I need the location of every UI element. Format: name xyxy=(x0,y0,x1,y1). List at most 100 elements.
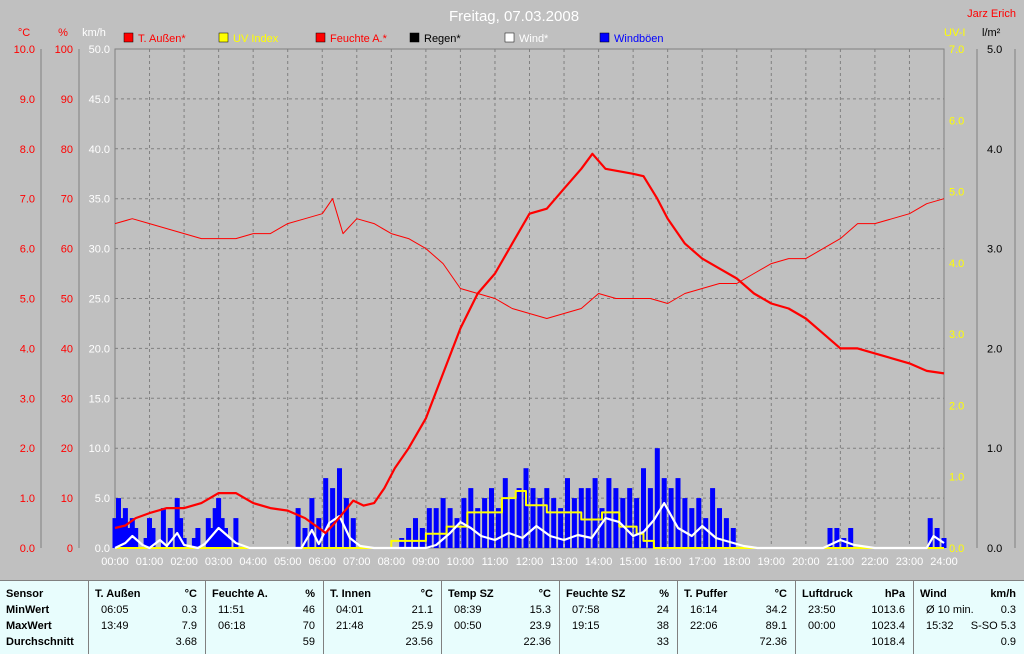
y-tick-label: 10.0 xyxy=(14,44,35,56)
stats-min-time: 11:51 xyxy=(218,604,245,616)
gust-bar xyxy=(223,528,228,548)
y-tick-label: 60 xyxy=(61,244,73,256)
x-tick-label: 19:00 xyxy=(758,556,786,568)
stats-unit: hPa xyxy=(884,588,905,600)
gust-bar xyxy=(226,538,232,548)
y-tick-label: 4.0 xyxy=(20,343,35,355)
gust-bar xyxy=(178,518,184,548)
x-tick-label: 05:00 xyxy=(274,556,302,568)
y-tick-label: 5.0 xyxy=(20,294,35,306)
y-tick-label: 30.0 xyxy=(89,244,110,256)
gust-bar xyxy=(551,498,557,548)
y-tick-label: 70 xyxy=(61,194,73,206)
gust-bar xyxy=(174,498,180,548)
y-tick-label: 20 xyxy=(61,443,73,455)
gust-bar xyxy=(212,508,218,548)
gust-bar xyxy=(413,518,418,548)
stats-max-value: 23.9 xyxy=(529,620,551,632)
gust-bar xyxy=(316,518,322,548)
y-tick-label: 5.0 xyxy=(949,187,964,199)
stats-max-value: S-SO 5.3 xyxy=(970,620,1016,632)
stats-min-time: 23:50 xyxy=(808,604,836,616)
gust-bar xyxy=(585,488,591,548)
gust-bar xyxy=(433,508,439,548)
stats-min-value: 46 xyxy=(302,604,315,616)
stats-sensor-name: T. Außen xyxy=(95,588,141,600)
gust-bar xyxy=(530,488,536,548)
gust-bar xyxy=(454,518,460,548)
x-tick-label: 03:00 xyxy=(205,556,233,568)
y-tick-label: 25.0 xyxy=(89,294,110,306)
statistics-panel: Sensor MinWert MaxWert Durchschnitt T. A… xyxy=(0,580,1024,654)
stats-column: Wind km/h Ø 10 min. 0.3 15:32 S-SO 5.3 0.9 xyxy=(914,581,1024,654)
y-tick-label: 50.0 xyxy=(89,44,110,56)
stats-max-time: 19:15 xyxy=(572,620,600,632)
x-tick-label: 08:00 xyxy=(378,556,406,568)
gust-bar xyxy=(544,488,550,548)
gust-bar xyxy=(119,518,125,548)
stats-column: T. Puffer °C 16:14 34.2 22:06 89.1 72.36 xyxy=(678,581,796,654)
y-tick-label: 0.0 xyxy=(949,543,964,555)
gust-bar xyxy=(295,508,301,548)
gust-bar xyxy=(537,498,543,548)
gust-bar xyxy=(147,518,152,548)
stats-sensor-name: Wind xyxy=(920,588,947,600)
stats-sensor-name: Feuchte A. xyxy=(212,588,268,600)
stats-unit: °C xyxy=(184,588,197,600)
stats-average: 59 xyxy=(302,636,315,648)
gust-bar xyxy=(482,498,488,548)
stats-column: Feuchte SZ% 07:58 24 19:15 38 33 xyxy=(560,581,678,654)
stats-min-value: 0.3 xyxy=(181,604,197,616)
stats-max-time: 21:48 xyxy=(336,620,364,632)
stats-max-time: 06:18 xyxy=(218,620,246,632)
stats-sensor-name: T. Innen xyxy=(330,588,371,600)
stats-max-label: MaxWert xyxy=(6,620,52,632)
y-tick-label: 1.0 xyxy=(20,493,35,505)
x-tick-label: 11:00 xyxy=(482,556,509,568)
x-tick-label: 20:00 xyxy=(792,556,820,568)
y-tick-label: 100 xyxy=(55,44,73,56)
gust-bar xyxy=(143,538,149,548)
stats-sensor-name: Feuchte SZ xyxy=(566,588,626,600)
y-tick-label: 2.0 xyxy=(987,343,1002,355)
x-tick-label: 17:00 xyxy=(688,556,716,568)
y-tick-label: 5.0 xyxy=(987,44,1002,56)
stats-max-value: 1023.4 xyxy=(871,620,905,632)
legend-entry: Regen* xyxy=(424,33,461,45)
gust-bar xyxy=(599,508,605,548)
stats-max-time: 00:00 xyxy=(808,620,836,632)
y-tick-label: 6.0 xyxy=(949,115,964,127)
stats-max-value: 7.9 xyxy=(181,620,197,632)
stats-unit: °C xyxy=(538,588,551,600)
stats-min-time: 07:58 xyxy=(572,604,600,616)
stats-min-time: 16:14 xyxy=(690,604,718,616)
y-tick-label: 3.0 xyxy=(949,329,964,341)
stats-avg-label: Durchschnitt xyxy=(6,636,74,648)
chart-plot-area xyxy=(112,152,947,550)
y-tick-label: 0.0 xyxy=(20,543,35,555)
y-tick-label: 10.0 xyxy=(89,443,110,455)
gust-bar xyxy=(343,498,349,548)
stats-max-value: 38 xyxy=(656,620,669,632)
stats-column: Luftdruck hPa 23:50 1013.6 00:00 1023.4 1018.4 xyxy=(796,581,914,654)
gust-bar xyxy=(209,528,215,548)
gust-bar xyxy=(495,508,501,548)
stats-min-value: 24 xyxy=(656,604,669,616)
y-tick-label: 7.0 xyxy=(949,44,964,56)
y-tick-label: 2.0 xyxy=(949,400,964,412)
x-tick-label: 02:00 xyxy=(170,556,198,568)
y-tick-label: 3.0 xyxy=(20,393,35,405)
stats-max-value: 70 xyxy=(302,620,315,632)
stats-column: Feuchte A.% 11:51 46 06:18 70 59 xyxy=(206,581,324,654)
x-tick-label: 09:00 xyxy=(412,556,440,568)
y-tick-label: 80 xyxy=(61,144,73,156)
chart-axes: 00:00 01:00 02:00 03:00 04:00 05:00 06:00 07:00… xyxy=(14,27,1016,568)
gust-bar xyxy=(116,498,121,548)
stats-min-time: 06:05 xyxy=(101,604,129,616)
gust-bar xyxy=(654,448,660,548)
chart-title: Freitag, 07.03.2008 xyxy=(449,8,579,25)
gust-bar xyxy=(703,518,709,548)
gust-bar xyxy=(834,528,840,548)
stats-row-labels: Sensor MinWert MaxWert Durchschnitt xyxy=(0,581,89,654)
stats-sensor-name: T. Puffer xyxy=(684,588,728,600)
